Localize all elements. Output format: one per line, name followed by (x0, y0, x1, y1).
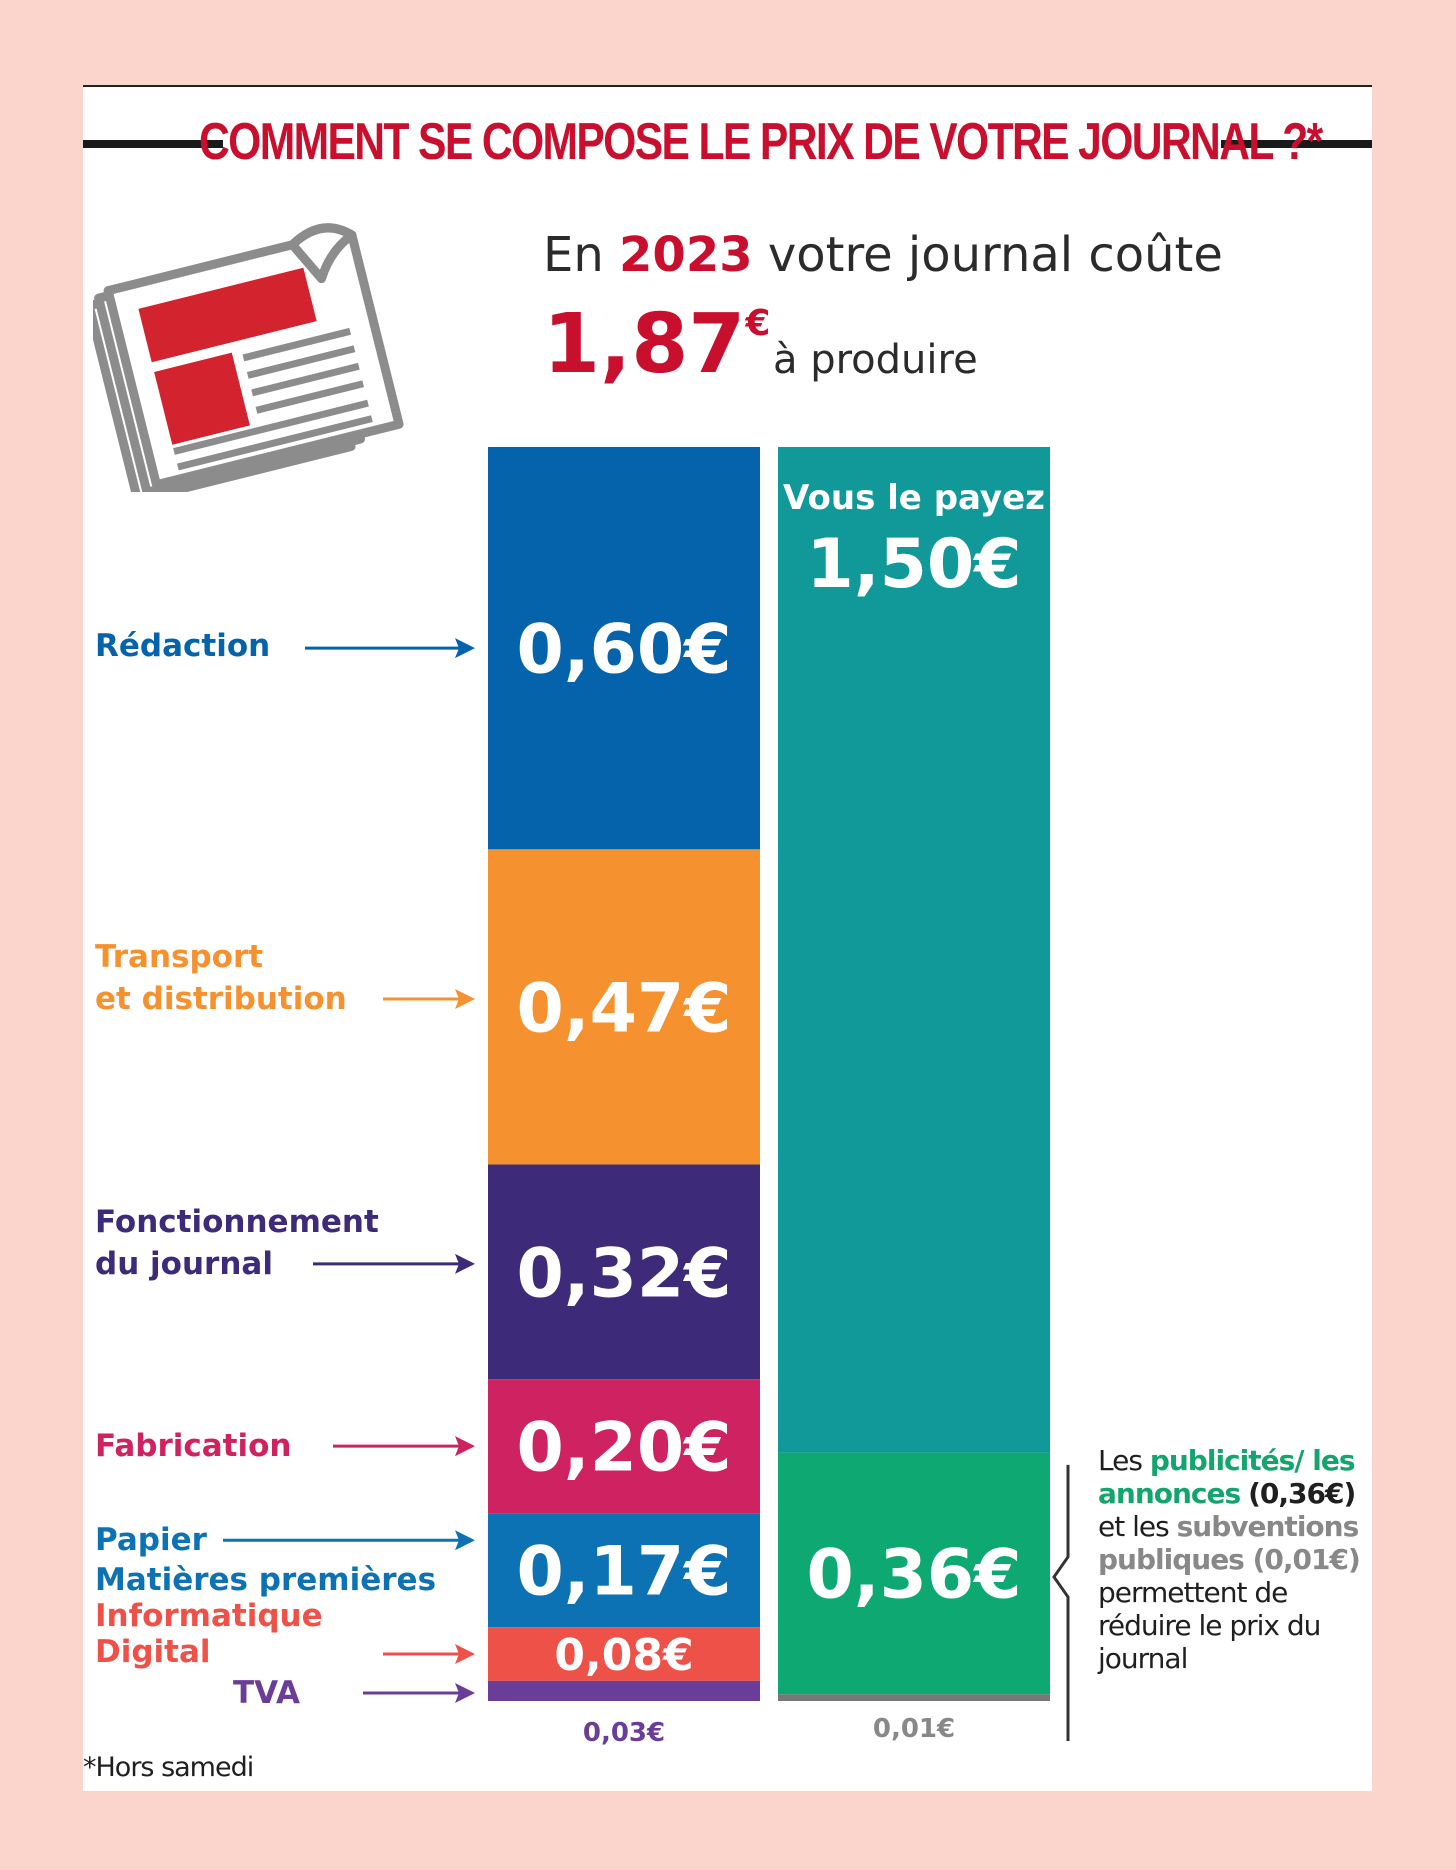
category-label: TVA (233, 1675, 300, 1711)
category-label: du journal (95, 1246, 273, 1282)
funding-bar-segment (778, 1452, 1050, 1695)
cost-bar-segment (488, 1513, 760, 1628)
category-label: Fonctionnement (95, 1204, 379, 1240)
category-label: Transport (95, 939, 263, 975)
cost-bar-segment (488, 1164, 760, 1380)
cost-bar-segment (488, 1627, 760, 1681)
title-rule-left (83, 140, 223, 148)
headline-year: 2023 (619, 227, 753, 283)
chart-title: COMMENT SE COMPOSE LE PRIX DE VOTRE JOUR… (199, 113, 1323, 171)
headline: En 2023 votre journal coûte (543, 227, 1223, 283)
footnote: *Hors samedi (83, 1752, 254, 1783)
cost-value-label: 0,17€ (516, 1533, 731, 1612)
stacked-bar-chart: 0,60€ 0,47€ 0,32€ 0,20€ 0,17€ 0,08€ 0,03€ Vous … (95, 447, 1070, 1748)
tva-value-label: 0,03€ (583, 1718, 665, 1748)
category-label: Informatique (95, 1598, 323, 1634)
cost-value-label: 0,20€ (516, 1409, 731, 1488)
title-rule-right (1221, 140, 1372, 148)
total-cost: 1,87€ (543, 297, 771, 392)
category-label: Rédaction (95, 628, 270, 664)
cost-value-label: 0,32€ (516, 1234, 731, 1313)
category-label: Papier (95, 1522, 208, 1558)
cost-bar-segment (488, 1379, 760, 1514)
cost-bar-segment (488, 849, 760, 1165)
cost-bar-segment (488, 447, 760, 850)
category-label: Matières premières (95, 1562, 436, 1598)
cost-value-label: 0,08€ (554, 1630, 693, 1681)
newspaper-icon (93, 223, 404, 492)
paid-value-label: 1,50€ (806, 525, 1021, 604)
cost-value-label: 0,47€ (516, 969, 731, 1048)
infographic-panel: COMMENT SE COMPOSE LE PRIX DE VOTRE JOUR… (83, 85, 1372, 1791)
total-cost-suffix: à produire (773, 337, 978, 383)
paid-title: Vous le payez (783, 478, 1045, 518)
category-label: Digital (95, 1634, 211, 1670)
category-label: et distribution (95, 981, 347, 1017)
note-brace (1052, 1464, 1070, 1741)
category-arrow-head (455, 988, 475, 1009)
category-arrow-head (455, 1530, 475, 1551)
cost-bar-segment (488, 1680, 760, 1701)
subsidy-value-label: 0,01€ (873, 1714, 955, 1744)
category-arrow-head (455, 638, 475, 659)
category-arrow-head (455, 1682, 475, 1703)
category-label: Fabrication (95, 1428, 292, 1464)
funding-bar-segment (778, 1694, 1050, 1701)
category-arrow-head (455, 1644, 475, 1665)
category-arrow-head (455, 1436, 475, 1457)
funding-note: Les publicités/ les annonces (0,36€) et … (1098, 1444, 1361, 1675)
category-arrow-head (455, 1253, 475, 1274)
cost-value-label: 0,60€ (516, 611, 731, 690)
ads-value-label: 0,36€ (806, 1536, 1021, 1615)
title-row: COMMENT SE COMPOSE LE PRIX DE VOTRE JOUR… (83, 105, 1372, 179)
funding-bar-segment (778, 447, 1050, 1453)
